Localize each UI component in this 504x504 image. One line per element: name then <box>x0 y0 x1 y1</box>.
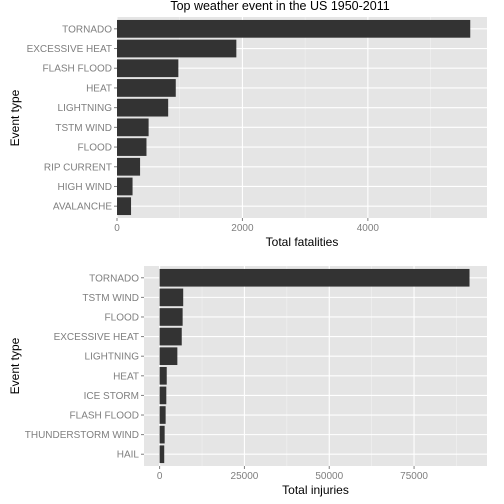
figure-title: Top weather event in the US 1950-2011 <box>170 0 389 13</box>
plot-panel <box>144 266 487 466</box>
category-label: AVALANCHE <box>53 202 112 213</box>
bar <box>159 445 165 464</box>
category-label: TSTM WIND <box>82 293 139 304</box>
x-tick-label: 25000 <box>231 471 259 482</box>
category-label: FLOOD <box>105 312 139 323</box>
category-label: LIGHTNING <box>58 103 113 114</box>
bar <box>159 366 167 385</box>
bar <box>159 308 183 326</box>
x-tick-label: 4000 <box>357 223 380 234</box>
category-label: HEAT <box>113 371 139 382</box>
injuries-chart: 0 25000 50000 75000 TORNADO TSTM WIND FLOOD EXC… <box>8 266 487 497</box>
fatalities-chart: 0 2000 4000 TORNADO EXCESSIVE HEAT FLASH FLOO… <box>8 17 487 249</box>
bar <box>159 288 184 307</box>
x-tick-label: 50000 <box>315 471 343 482</box>
bar <box>117 138 147 156</box>
bar <box>159 406 166 424</box>
x-tick-label: 0 <box>114 223 120 234</box>
bar <box>117 177 133 196</box>
bar <box>117 39 237 58</box>
bar <box>117 118 149 137</box>
x-tick-label: 2000 <box>231 223 254 234</box>
category-label: FLASH FLOOD <box>70 411 139 422</box>
category-label: TORNADO <box>89 273 139 284</box>
bar <box>159 425 165 444</box>
category-label: FLASH FLOOD <box>43 64 112 75</box>
category-label: TORNADO <box>62 24 112 35</box>
bar <box>117 19 471 38</box>
category-label: TSTM WIND <box>55 123 112 134</box>
category-label: HEAT <box>86 83 112 94</box>
category-label: HAIL <box>117 450 140 461</box>
bar <box>117 98 169 117</box>
category-label: FLOOD <box>78 143 112 154</box>
bar <box>159 268 470 287</box>
y-axis-title: Event type <box>8 337 22 394</box>
category-label: EXCESSIVE HEAT <box>27 44 112 55</box>
bar <box>117 157 141 176</box>
bar <box>117 59 179 78</box>
bar <box>117 197 132 216</box>
category-label: RIP CURRENT <box>44 162 112 173</box>
bar <box>159 386 167 405</box>
x-tick-label: 75000 <box>400 471 428 482</box>
bar <box>159 347 178 366</box>
x-axis-title: Total fatalities <box>266 235 339 249</box>
category-label: EXCESSIVE HEAT <box>54 332 139 343</box>
category-label: THUNDERSTORM WIND <box>25 430 139 441</box>
bar <box>159 327 182 346</box>
category-label: LIGHTNING <box>85 352 140 363</box>
bar <box>117 79 176 97</box>
y-axis-title: Event type <box>8 89 22 146</box>
category-label: HIGH WIND <box>58 182 112 193</box>
x-axis-title: Total injuries <box>282 483 349 497</box>
category-label: ICE STORM <box>84 391 139 402</box>
x-tick-label: 0 <box>157 471 163 482</box>
